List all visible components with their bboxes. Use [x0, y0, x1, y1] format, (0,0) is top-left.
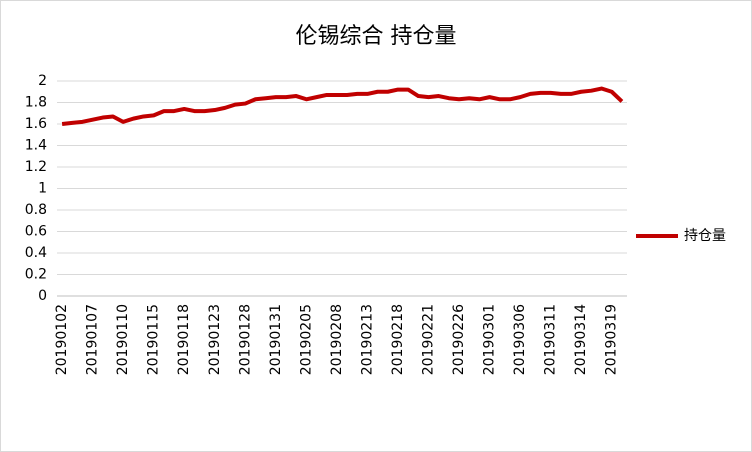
x-tick-label: 20190226	[451, 304, 467, 375]
legend-label: 持仓量	[684, 228, 726, 244]
x-tick-label: 20190128	[237, 304, 253, 375]
y-tick-label: 0.6	[25, 224, 47, 240]
x-tick-label: 20190118	[176, 304, 192, 375]
x-tick-label: 20190306	[512, 304, 528, 375]
x-tick-label: 20190311	[543, 304, 559, 375]
y-tick-label: 1.2	[25, 159, 47, 175]
x-tick-label: 20190213	[359, 304, 375, 375]
x-tick-label: 20190115	[146, 304, 162, 375]
chart-title: 伦锡综合 持仓量	[296, 24, 457, 49]
y-tick-label: 1.4	[25, 138, 47, 154]
x-tick-label: 20190102	[54, 304, 70, 375]
y-tick-label: 2	[38, 73, 47, 89]
x-tick-label: 20190110	[115, 304, 131, 375]
y-tick-label: 0.8	[25, 202, 47, 218]
y-tick-label: 1.6	[25, 116, 47, 132]
y-tick-label: 0	[38, 288, 47, 304]
x-tick-label: 20190221	[421, 304, 437, 375]
x-tick-label: 20190301	[482, 304, 498, 375]
x-tick-label: 20190123	[207, 304, 223, 375]
y-tick-label: 0.2	[25, 267, 47, 283]
y-tick-label: 1	[38, 181, 47, 197]
y-tick-label: 1.8	[25, 95, 47, 111]
x-tick-label: 20190208	[329, 304, 345, 375]
x-tick-label: 20190218	[390, 304, 406, 375]
x-tick-label: 20190131	[268, 304, 284, 375]
x-tick-label: 20190314	[573, 304, 589, 375]
x-tick-label: 20190107	[85, 304, 101, 375]
data-line	[61, 86, 624, 126]
x-tick-label: 20190205	[298, 304, 314, 375]
x-tick-label: 20190319	[604, 304, 620, 375]
y-tick-label: 0.4	[25, 245, 47, 261]
